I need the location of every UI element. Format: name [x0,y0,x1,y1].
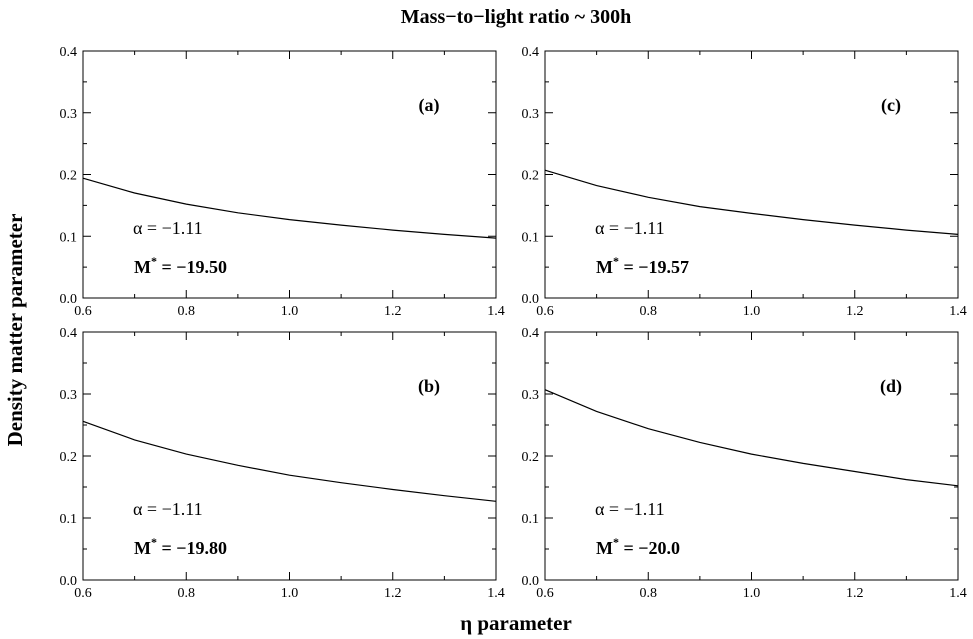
alpha-annotation: α = −1.11 [133,499,203,519]
mstar-annotation: M* = −20.0 [596,535,680,558]
y-tick-label: 0.0 [60,574,78,589]
x-tick-label: 1.2 [384,586,402,601]
y-tick-label: 0.0 [522,292,540,307]
alpha-annotation: α = −1.11 [595,499,665,519]
y-tick-label: 0.1 [60,230,78,245]
x-tick-label: 1.4 [487,586,505,601]
x-tick-label: 1.0 [743,586,761,601]
y-tick-label: 0.2 [522,450,540,465]
y-tick-label: 0.2 [60,169,78,184]
series-line [545,390,958,486]
y-tick-label: 0.3 [60,107,78,122]
panel-label: (b) [418,376,440,397]
panel-c: 0.6 0.8 1.0 1.2 1.40.00.10.20.30.4(c)α = −1.… [522,45,967,319]
x-tick-label: 0.8 [178,304,196,319]
y-tick-label: 0.1 [522,512,540,527]
alpha-annotation: α = −1.11 [133,218,203,238]
x-tick-label: 1.2 [846,304,864,319]
panels: 0.6 0.8 1.0 1.2 1.40.00.10.20.30.4(a)α = −1.… [60,45,967,601]
x-axis-title: η parameter [460,611,572,635]
x-tick-label: 1.4 [949,586,967,601]
mstar-annotation: M* = −19.80 [134,535,227,558]
x-tick-label: 1.4 [949,304,967,319]
mstar-annotation: M* = −19.57 [596,254,689,277]
x-tick-label: 1.2 [384,304,402,319]
y-tick-label: 0.1 [60,512,78,527]
y-tick-label: 0.0 [522,574,540,589]
x-tick-label: 0.8 [640,304,658,319]
y-axis-title: Density matter parameter [3,214,27,447]
panel-b: 0.6 0.8 1.0 1.2 1.40.00.10.20.30.4(b)α = −1.… [60,326,505,601]
x-tick-label: 0.8 [178,586,196,601]
x-tick-label: 1.4 [487,304,505,319]
panel-label: (d) [880,376,902,397]
panel-label: (a) [419,95,440,116]
x-tick-label: 0.8 [640,586,658,601]
y-tick-label: 0.1 [522,230,540,245]
y-tick-label: 0.0 [60,292,78,307]
y-tick-label: 0.2 [522,169,540,184]
x-tick-label: 1.2 [846,586,864,601]
mstar-annotation: M* = −19.50 [134,254,227,277]
y-tick-label: 0.3 [522,388,540,403]
panel-label: (c) [881,95,901,116]
alpha-annotation: α = −1.11 [595,218,665,238]
x-tick-label: 1.0 [743,304,761,319]
y-tick-label: 0.3 [60,388,78,403]
y-tick-label: 0.4 [60,45,78,60]
series-line [83,421,496,501]
y-tick-label: 0.2 [60,450,78,465]
x-tick-label: 1.0 [281,304,299,319]
panel-d: 0.6 0.8 1.0 1.2 1.40.00.10.20.30.4(d)α = −1.… [522,326,967,601]
y-tick-label: 0.3 [522,107,540,122]
y-tick-label: 0.4 [522,45,540,60]
x-tick-label: 1.0 [281,586,299,601]
y-tick-label: 0.4 [60,326,78,341]
figure-title: Mass−to−light ratio ~ 300h [401,6,631,28]
y-tick-label: 0.4 [522,326,540,341]
panel-a: 0.6 0.8 1.0 1.2 1.40.00.10.20.30.4(a)α = −1.… [60,45,505,319]
